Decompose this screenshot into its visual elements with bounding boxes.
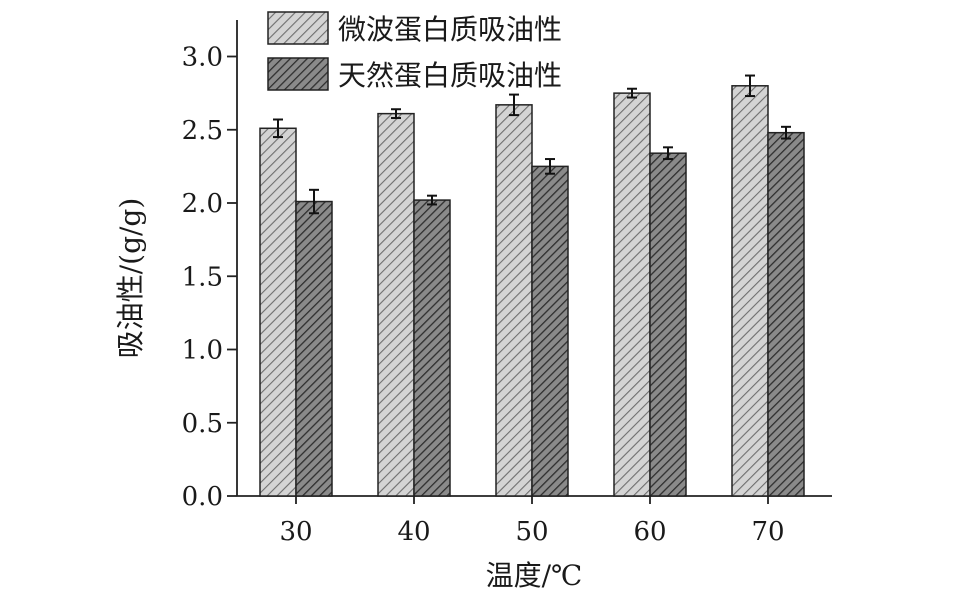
bar-natural <box>767 131 805 497</box>
legend: 微波蛋白质吸油性 天然蛋白质吸油性 <box>267 11 562 92</box>
error-bar <box>663 146 673 161</box>
x-axis-ticks: 30 40 50 60 70 <box>279 496 785 547</box>
y-tick-label: 2.0 <box>182 189 223 219</box>
legend-label-natural: 天然蛋白质吸油性 <box>338 59 562 92</box>
x-tick-label: 40 <box>397 517 430 547</box>
bar-microwave <box>259 127 297 497</box>
error-bar <box>509 93 519 117</box>
legend-label-microwave: 微波蛋白质吸油性 <box>338 13 562 46</box>
y-tick-label: 0.0 <box>182 482 223 512</box>
y-axis-title: 吸油性/(g/g) <box>114 198 147 359</box>
error-bar <box>781 125 791 140</box>
bar-microwave <box>613 92 651 497</box>
error-bars <box>273 74 791 215</box>
x-tick-label: 30 <box>279 517 312 547</box>
x-tick-label: 50 <box>515 517 548 547</box>
error-bar <box>391 108 401 120</box>
y-tick-label: 3.0 <box>182 43 223 73</box>
y-tick-label: 1.5 <box>182 262 223 292</box>
bar-natural <box>413 199 451 497</box>
legend-swatch-natural <box>267 57 329 91</box>
x-axis-title: 温度/℃ <box>486 559 583 592</box>
y-tick-label: 0.5 <box>182 409 223 439</box>
bar-natural <box>531 165 569 497</box>
legend-item-microwave: 微波蛋白质吸油性 <box>267 11 562 46</box>
bar-natural <box>295 200 333 497</box>
error-bar <box>745 74 755 98</box>
bar-microwave <box>495 104 533 497</box>
error-bar <box>273 118 283 139</box>
error-bar <box>545 158 555 175</box>
bar-microwave <box>731 85 769 497</box>
y-tick-label: 1.0 <box>182 336 223 366</box>
y-tick-label: 2.5 <box>182 116 223 146</box>
error-bar <box>627 87 637 99</box>
error-bar <box>427 194 437 206</box>
y-axis-ticks: 0.0 0.5 1.0 1.5 2.0 2.5 3.0 <box>182 43 237 512</box>
legend-item-natural: 天然蛋白质吸油性 <box>267 57 562 92</box>
x-tick-label: 70 <box>751 517 784 547</box>
bar-natural <box>649 152 687 497</box>
error-bar <box>309 188 319 215</box>
bars <box>259 85 805 497</box>
x-tick-label: 60 <box>633 517 666 547</box>
bar-microwave <box>377 112 415 497</box>
legend-swatch-microwave <box>267 11 329 45</box>
